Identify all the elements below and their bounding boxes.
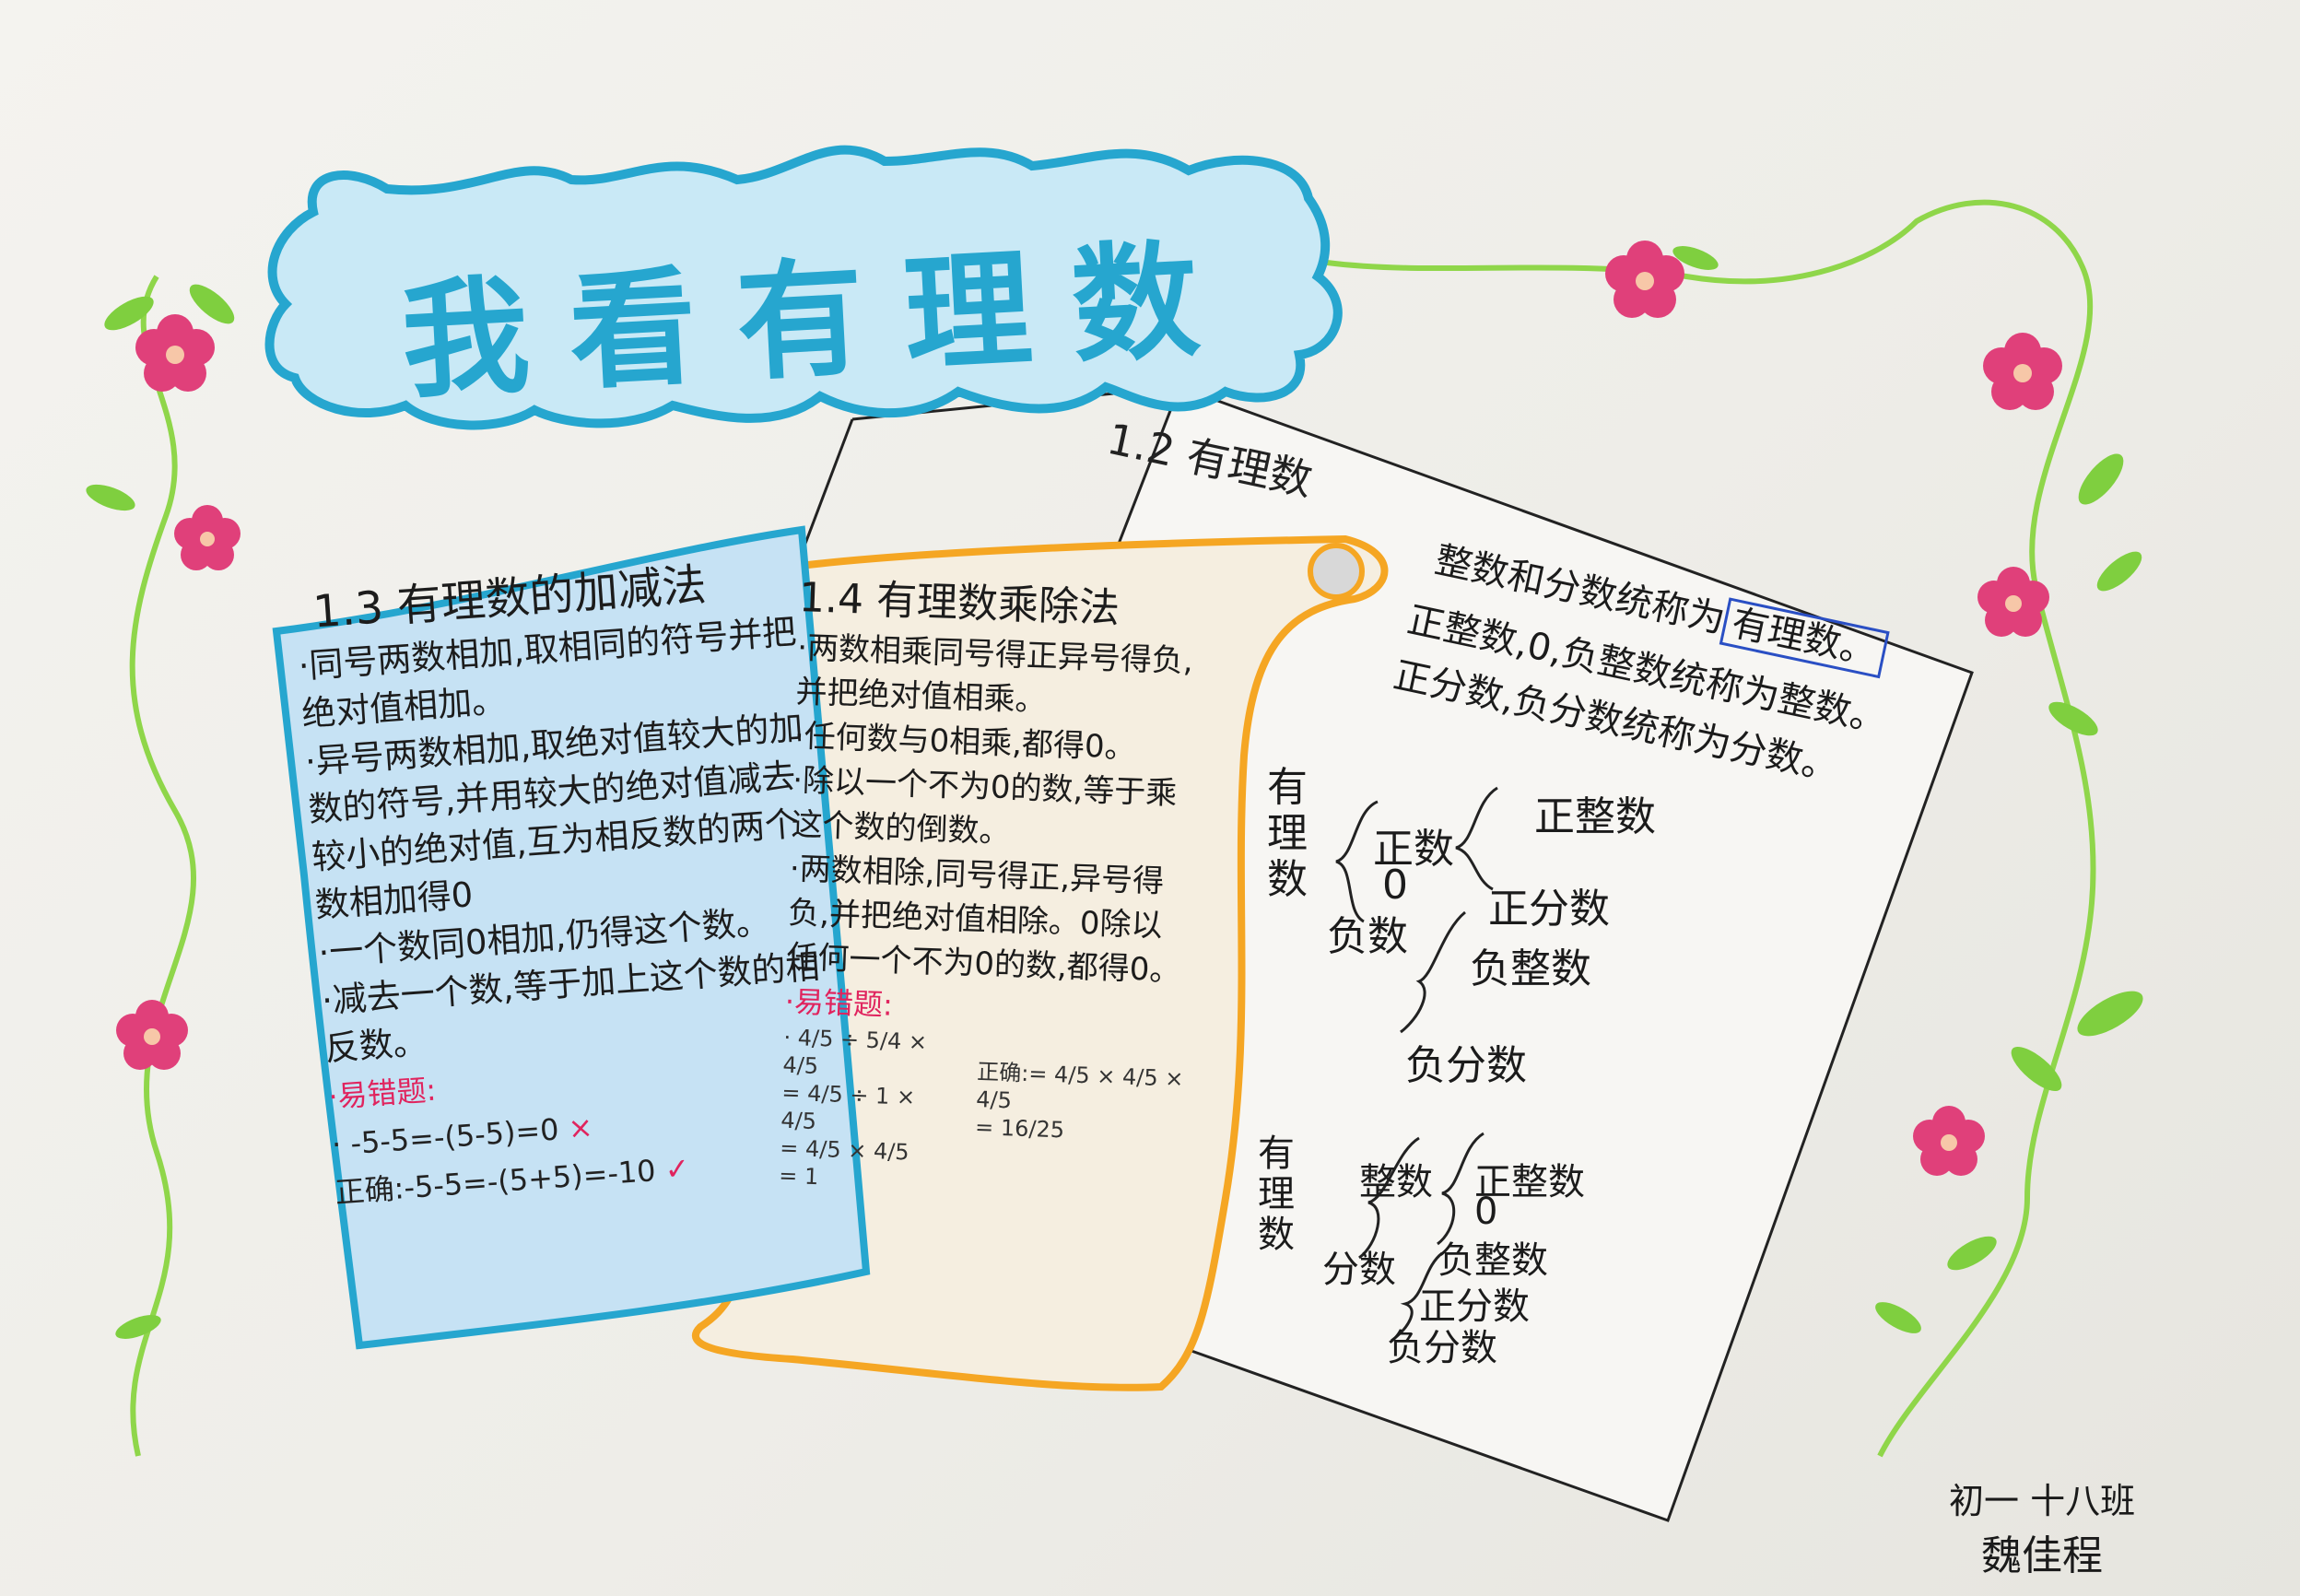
tree1-positive: 正数 [1373,826,1454,873]
classification-braces [1335,786,1498,1343]
left-vine [129,275,196,1457]
tree1-leaf-2: 正分数 [1488,886,1610,933]
s14-bullet-4: ·两数相除,同号得正,异号得负,并把绝对值相除。0除以任何一个不为0的数,都得0… [785,850,1182,990]
s14-work-area: · 4/5 ÷ 5/4 × 4/5 = 4/5 ÷ 1 × 4/5 = 4/5 … [779,1024,1190,1203]
tree2-leaf-4: 正分数 [1419,1285,1530,1328]
class-label: 初一 十八班 [1949,1481,2136,1521]
card-1-3 [272,525,871,1350]
right-vine [1326,199,2096,1458]
s14-bullet-1: ·两数相乘同号得正异号得负,并把绝对值相乘。 [794,628,1194,720]
tree1-leaf-3: 负整数 [1470,945,1591,992]
wrong-mark: × [567,1109,594,1146]
author-name: 魏佳程 [1981,1532,2103,1579]
s14-bullet-3: ·除以一个不为0的数,等于乘这个数的倒数。 [790,761,1178,851]
tree2-leaf-1: 正整数 [1474,1161,1585,1203]
tree1-leaf-1: 正整数 [1534,793,1656,840]
tree2-fraction: 分数 [1322,1249,1396,1291]
tree1-negative: 负数 [1327,913,1408,960]
tree2-leaf-3: 负整数 [1438,1239,1548,1282]
tree1-zero: 0 [1382,862,1408,909]
s14-correct-work: 正确:= 4/5 × 4/5 × 4/5 = 16/25 [974,1059,1184,1144]
tree2-leaf-2: 0 [1474,1191,1498,1233]
s14-wrong-work: · 4/5 ÷ 5/4 × 4/5 = 4/5 ÷ 1 × 4/5 = 4/5 … [778,1024,928,1191]
title-cloud [264,145,1343,430]
section-1-3: 1.3 有理数的加减法 ·同号两数相加,取相同的符号并把绝对值相加。 ·异号两数… [293,554,851,1216]
tree1-leaf-4: 负分数 [1405,1042,1527,1089]
tree2-integer: 整数 [1359,1161,1433,1203]
s13-bullet-2: ·异号两数相加,取绝对值较大的加数的符号,并用较大的绝对值减去较小的绝对值,互为… [303,707,804,926]
flowers [116,241,2062,1176]
tree2-root: 有理数 [1258,1132,1295,1256]
tree2-leaf-5: 负分数 [1387,1327,1497,1369]
section-1-4: 1.4 有理数乘除法 ·两数相乘同号得正异号得负,并把绝对值相乘。 ·任何数与0… [779,574,1205,1203]
tree1-root: 有理数 [1267,764,1308,903]
check-mark: ✓ [663,1150,691,1188]
